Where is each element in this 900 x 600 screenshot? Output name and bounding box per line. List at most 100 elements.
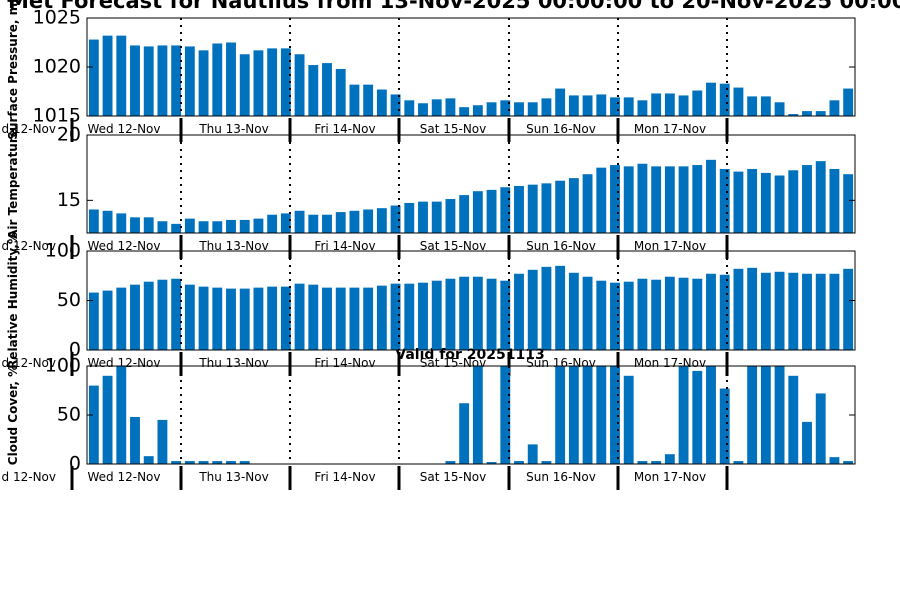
data-bar: [212, 461, 223, 464]
data-bar: [651, 93, 662, 116]
data-bar: [335, 212, 346, 233]
x-day-label: Mon 17-Nov: [634, 239, 706, 253]
data-bar: [829, 100, 840, 116]
data-bar: [267, 48, 278, 116]
data-bar: [582, 276, 593, 350]
data-bar: [294, 283, 305, 350]
data-bar: [171, 461, 182, 464]
data-bar: [596, 167, 607, 233]
figure-title: Met Forecast for Nautilus from 13-Nov-20…: [8, 0, 900, 13]
data-bar: [486, 189, 497, 233]
data-bar: [719, 388, 730, 464]
data-bar: [719, 168, 730, 233]
data-bar: [706, 366, 716, 464]
axes-box: [86, 134, 856, 234]
data-bar: [760, 96, 771, 116]
data-bar: [596, 366, 607, 464]
data-bar: [706, 159, 716, 233]
data-bar: [623, 97, 634, 116]
data-bar: [802, 165, 812, 233]
data-bar: [431, 280, 442, 350]
data-bar: [472, 276, 483, 350]
data-bar: [253, 218, 264, 233]
data-bar: [760, 366, 771, 464]
y-tick-label: 15: [57, 189, 81, 211]
data-bar: [815, 111, 826, 116]
data-bar: [349, 84, 360, 116]
data-bar: [568, 366, 579, 464]
data-bar: [322, 63, 332, 116]
data-bar: [664, 276, 675, 350]
data-bar: [692, 90, 703, 116]
data-bar: [308, 214, 319, 233]
data-bar: [130, 217, 140, 233]
y-tick-label: 50: [57, 404, 81, 426]
data-bar: [514, 102, 524, 116]
x-day-label: Thu 13-Nov: [198, 356, 268, 370]
data-bar: [486, 102, 497, 116]
data-bar: [486, 278, 497, 350]
data-bar: [678, 277, 689, 350]
data-bar: [774, 175, 785, 233]
data-bar: [267, 286, 278, 350]
x-day-label: Sat 15-Nov: [420, 122, 487, 136]
data-bar: [514, 273, 524, 350]
data-bar: [843, 268, 854, 350]
data-bar: [226, 288, 236, 350]
data-bar: [733, 268, 744, 350]
data-bar: [651, 279, 662, 350]
chart-panel-1: 1015 1020 1025 Surface Pressure, mbd 12-Nov…: [2, 0, 856, 142]
data-bar: [774, 271, 785, 350]
x-day-label: d 12-Nov: [2, 356, 56, 370]
data-bar: [815, 393, 826, 464]
data-bar: [418, 103, 428, 116]
data-bar: [623, 281, 634, 350]
data-bar: [280, 48, 291, 116]
data-bar: [500, 187, 511, 233]
data-bar: [802, 111, 812, 116]
data-bar: [308, 65, 319, 116]
data-bar: [322, 214, 332, 233]
y-tick-label: 100: [45, 355, 81, 377]
data-bar: [143, 217, 154, 233]
data-bar: [459, 403, 470, 464]
data-bar: [198, 286, 209, 350]
data-bar: [527, 444, 538, 464]
data-bar: [733, 171, 744, 233]
data-bar: [802, 273, 812, 350]
data-bar: [486, 462, 497, 464]
data-bar: [664, 166, 675, 233]
x-day-label: Thu 13-Nov: [198, 122, 268, 136]
data-bar: [363, 84, 374, 116]
data-bar: [500, 280, 511, 350]
data-bar: [335, 68, 346, 116]
x-day-label: Wed 12-Nov: [88, 239, 161, 253]
data-bar: [472, 191, 483, 233]
data-bar: [157, 419, 168, 464]
data-bar: [198, 461, 209, 464]
data-bar: [116, 213, 127, 233]
data-bar: [335, 287, 346, 350]
x-day-label: Wed 12-Nov: [88, 470, 161, 484]
data-bar: [664, 93, 675, 116]
data-bar: [445, 278, 456, 350]
data-bar: [802, 421, 812, 464]
x-day-label: Fri 14-Nov: [314, 239, 375, 253]
x-day-label: Fri 14-Nov: [314, 470, 375, 484]
x-day-label: Thu 13-Nov: [198, 470, 268, 484]
data-bar: [267, 214, 278, 233]
data-bar: [212, 287, 223, 350]
data-bar: [541, 98, 552, 116]
data-bar: [130, 284, 140, 350]
data-bar: [719, 274, 730, 350]
y-axis-label: Air Temperature: [6, 129, 20, 239]
x-day-label: Sun 16-Nov: [526, 239, 596, 253]
data-bar: [88, 292, 99, 350]
data-bar: [116, 366, 127, 464]
data-bar: [843, 88, 854, 116]
data-bar: [157, 221, 168, 233]
x-day-label: Fri 14-Nov: [314, 122, 375, 136]
